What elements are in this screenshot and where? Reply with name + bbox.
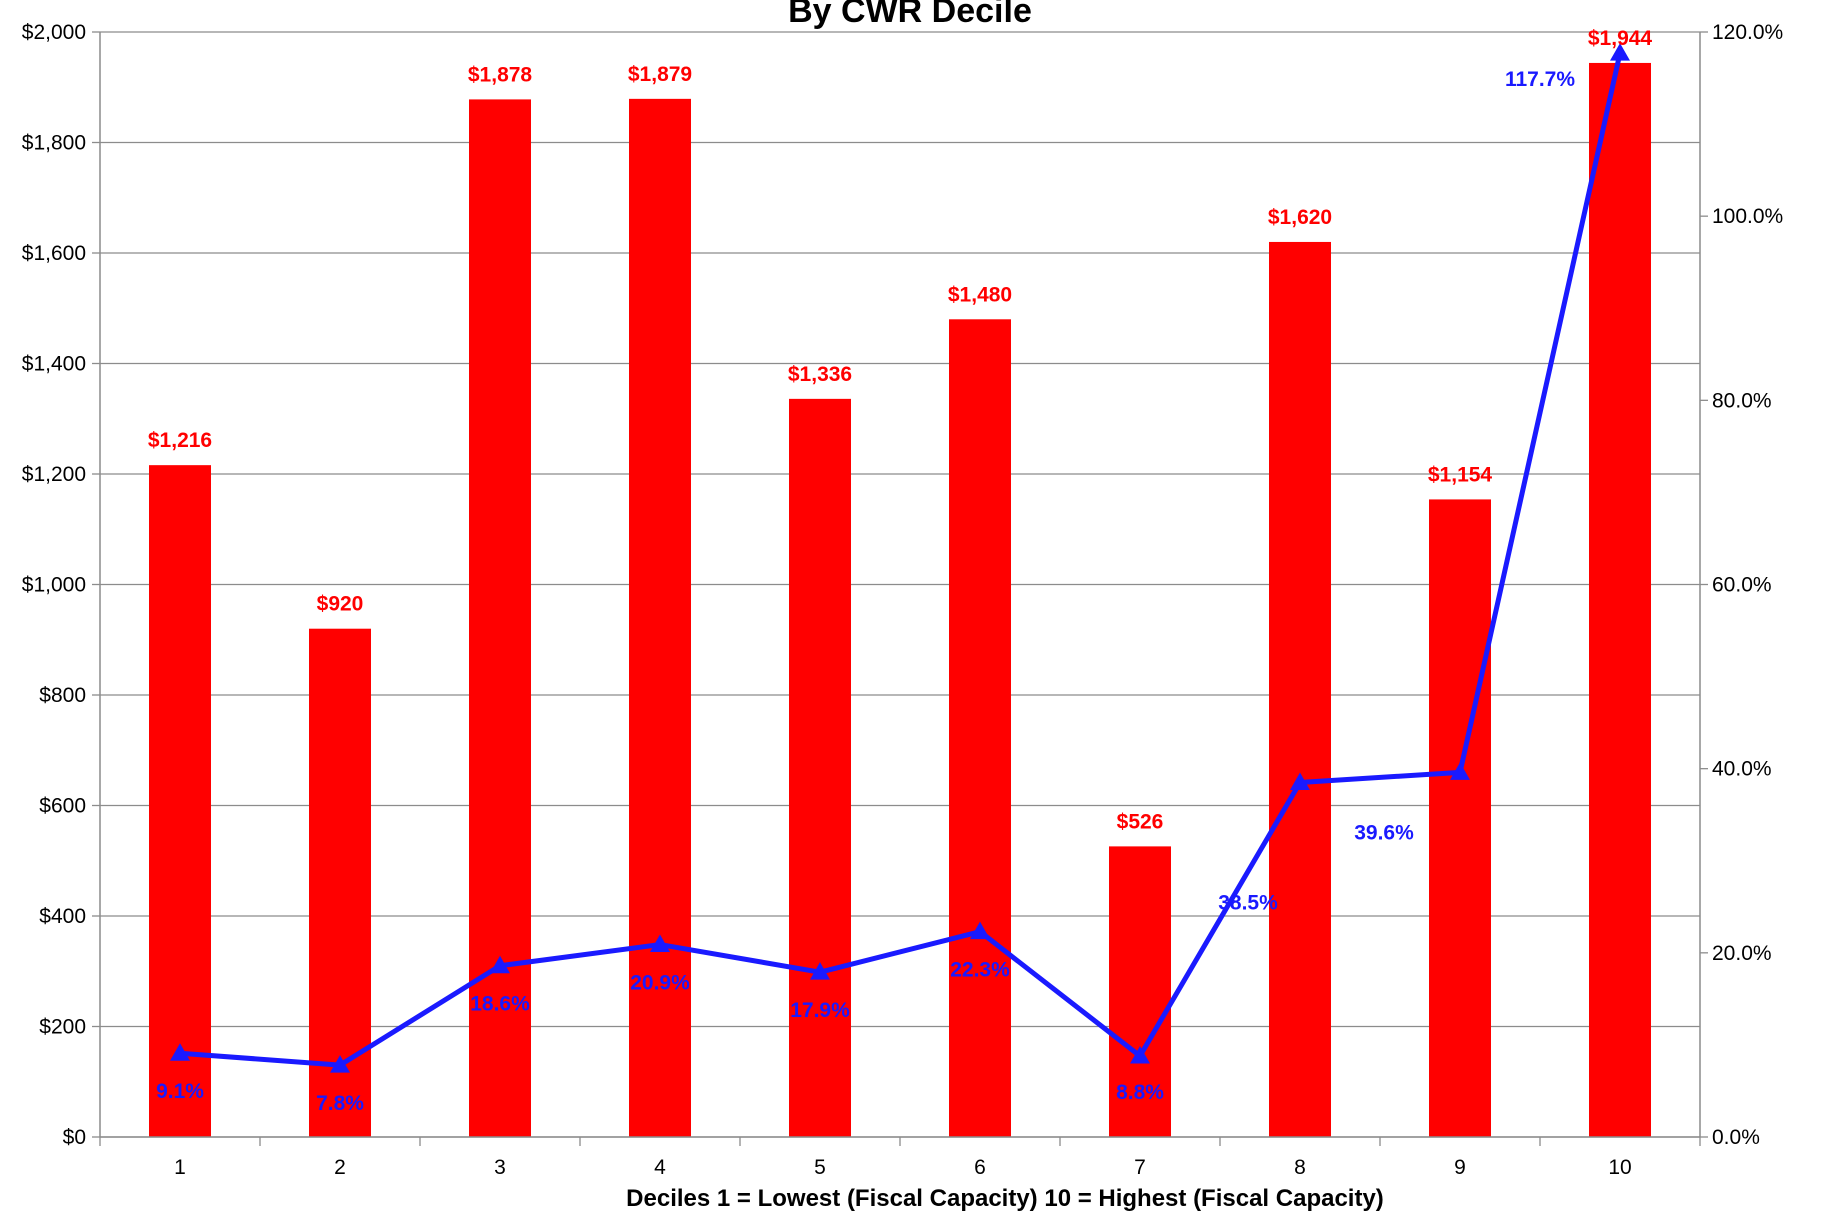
line-point-marker xyxy=(330,1055,350,1073)
y-axis-tick-label: $1,400 xyxy=(22,353,86,376)
y2-axis-tick-label: 120.0% xyxy=(1712,21,1783,44)
x-axis-tick-label: 10 xyxy=(1608,1156,1631,1179)
axes: $0 $200 $400 $600 $800 $1,000 $1,200 $1,400 $1,6… xyxy=(22,21,1783,1179)
line-value-label: 39.6% xyxy=(1354,821,1414,844)
bar xyxy=(789,398,851,1137)
y-axis-tick-label: $800 xyxy=(39,684,86,707)
y-axis-tick-label: $200 xyxy=(39,1016,86,1039)
x-axis-tick-label: 6 xyxy=(974,1156,986,1179)
line-value-label: 18.6% xyxy=(470,993,530,1016)
line-point-marker xyxy=(810,962,830,980)
bar-value-label: $920 xyxy=(317,593,364,616)
x-axis-tick-label: 2 xyxy=(334,1156,346,1179)
line-point-marker xyxy=(1450,762,1470,780)
x-axis-title: Deciles 1 = Lowest (Fiscal Capacity) 10 … xyxy=(626,1185,1384,1212)
line-value-label: 9.1% xyxy=(156,1080,204,1103)
y-axis-tick-label: $400 xyxy=(39,905,86,928)
line-value-label: 117.7% xyxy=(1505,68,1575,91)
x-axis-tick-label: 8 xyxy=(1294,1156,1306,1179)
y2-axis-tick-label: 0.0% xyxy=(1712,1126,1760,1149)
y-axis-tick-label: $2,000 xyxy=(22,21,86,44)
y2-axis-tick-label: 80.0% xyxy=(1712,389,1772,412)
line-value-label: 8.8% xyxy=(1116,1081,1164,1104)
bar xyxy=(1429,499,1491,1137)
line-value-label: 7.8% xyxy=(316,1092,364,1115)
data-labels: $1,216 $920 $1,878 $1,879 $1,336 $1,480 $526 $1… xyxy=(148,27,1653,1115)
line-point-marker xyxy=(490,955,510,974)
x-axis-tick-label: 7 xyxy=(1134,1156,1146,1179)
line-point-marker xyxy=(970,921,990,940)
y2-axis-tick-label: 40.0% xyxy=(1712,758,1772,781)
bar xyxy=(949,319,1011,1137)
bar xyxy=(1109,846,1171,1137)
line-value-label: 17.9% xyxy=(790,999,850,1022)
line-point-marker xyxy=(650,934,670,953)
y-axis-tick-label: $600 xyxy=(39,795,86,818)
line-series xyxy=(170,43,1630,1073)
bar-series xyxy=(149,62,1651,1138)
line-point-marker xyxy=(170,1043,190,1061)
line-point-marker xyxy=(1610,43,1630,61)
y-axis-tick-label: $0 xyxy=(63,1126,86,1149)
x-axis-tick-label: 3 xyxy=(494,1156,506,1179)
x-axis-tick-label: 5 xyxy=(814,1156,826,1179)
bar-value-label: $1,620 xyxy=(1268,206,1332,229)
bar-value-label: $1,336 xyxy=(788,363,852,386)
bar-value-label: $526 xyxy=(1117,810,1164,833)
line-value-label: 38.5% xyxy=(1218,891,1278,914)
y2-axis-tick-label: 20.0% xyxy=(1712,942,1772,965)
line-value-label: 20.9% xyxy=(630,972,690,995)
bar xyxy=(629,98,691,1137)
bar-value-label: $1,878 xyxy=(468,63,533,86)
chart-title: By CWR Decile xyxy=(788,0,1032,30)
bar xyxy=(149,465,211,1137)
y-axis-tick-label: $1,600 xyxy=(22,242,86,265)
bar-value-label: $1,944 xyxy=(1588,27,1653,50)
y-axis-tick-label: $1,200 xyxy=(22,463,86,486)
bar xyxy=(1269,241,1331,1137)
line-value-label: 22.3% xyxy=(950,959,1010,982)
line-point-marker xyxy=(1290,772,1310,790)
bar-value-label: $1,480 xyxy=(948,283,1012,306)
x-axis-tick-label: 4 xyxy=(654,1156,666,1179)
bar-value-label: $1,216 xyxy=(148,429,212,452)
line-point-marker xyxy=(1130,1045,1150,1064)
bar xyxy=(1589,62,1651,1138)
x-axis-tick-label: 1 xyxy=(174,1156,186,1179)
y2-axis-tick-label: 100.0% xyxy=(1712,205,1783,228)
bar-value-label: $1,879 xyxy=(628,63,692,86)
x-axis-tick-label: 9 xyxy=(1454,1156,1466,1179)
bar-value-label: $1,154 xyxy=(1428,463,1493,486)
line-series-path xyxy=(179,52,1623,1068)
y-axis-tick-label: $1,800 xyxy=(22,132,86,155)
y2-axis-tick-label: 60.0% xyxy=(1712,574,1772,597)
y-axis-tick-label: $1,000 xyxy=(22,574,86,597)
